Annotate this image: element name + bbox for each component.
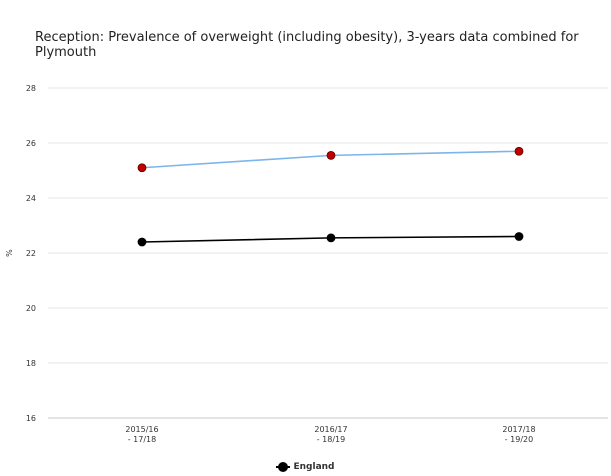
y-tick-label: 26 [26,139,36,148]
data-point[interactable] [137,237,147,247]
data-point[interactable] [326,233,336,243]
x-tick-label: 2015/16- 17/18 [125,425,158,444]
data-point[interactable] [137,163,147,173]
grid-lines [48,87,608,419]
data-point[interactable] [514,146,524,156]
x-axis-ticks: 2015/16- 17/18 2016/17- 18/19 2017/18- 19/… [125,425,535,444]
chart-title: Reception: Prevalence of overweight (inc… [35,30,579,60]
y-tick-label: 18 [26,359,36,368]
y-axis-label: % [5,249,14,257]
legend[interactable]: England [0,461,611,476]
legend-marker-icon [276,462,291,472]
legend-item-england[interactable]: England [276,461,335,473]
data-point[interactable] [514,232,524,241]
y-tick-label: 22 [26,249,36,258]
y-tick-label: 28 [26,84,36,93]
series-1 [137,232,524,247]
x-tick-label: 2017/18- 19/20 [502,425,535,444]
y-tick-label: 20 [26,304,36,313]
y-tick-label: 24 [26,194,36,203]
x-tick-label: 2016/17- 18/19 [314,425,347,444]
y-axis-ticks: 16 18 20 22 24 26 28 [26,84,36,423]
legend-label: England [293,462,335,472]
series [137,146,524,247]
data-point[interactable] [326,150,336,160]
y-tick-label: 16 [26,414,36,423]
series-0 [137,146,524,173]
